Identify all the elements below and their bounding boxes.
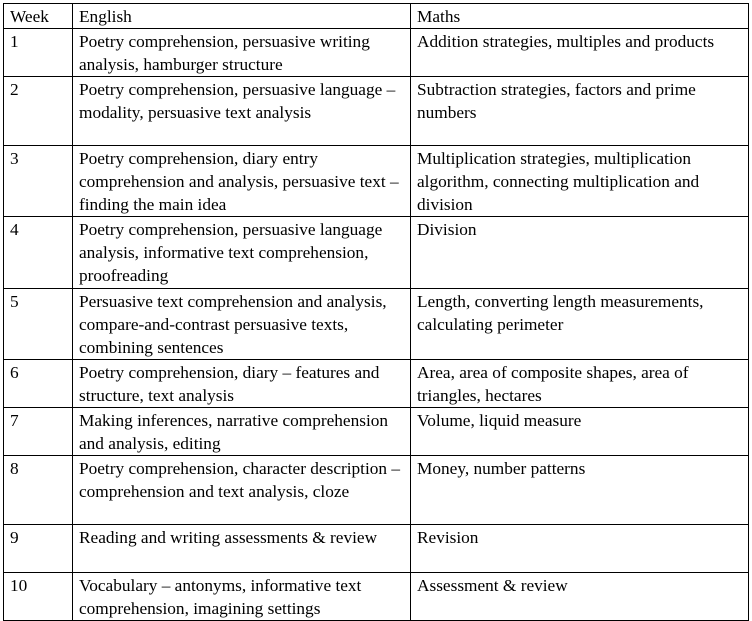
cell-english: Persuasive text comprehension and analys…: [72, 288, 411, 360]
cell-english: Poetry comprehension, diary – features a…: [72, 359, 411, 408]
cell-maths: Volume, liquid measure: [410, 407, 749, 456]
table-row: 6 Poetry comprehension, diary – features …: [3, 359, 749, 408]
table-row: 3 Poetry comprehension, diary entry compr…: [3, 145, 749, 217]
header-row: Week English Maths: [3, 3, 749, 29]
cell-maths: Assessment & review: [410, 572, 749, 621]
table-row: 8 Poetry comprehension, character descrip…: [3, 455, 749, 525]
cell-week: 3: [3, 145, 73, 217]
cell-week: 9: [3, 524, 73, 573]
cell-english: Making inferences, narrative comprehensi…: [72, 407, 411, 456]
cell-english: Poetry comprehension, character descript…: [72, 455, 411, 525]
cell-english: Poetry comprehension, persuasive languag…: [72, 216, 411, 289]
cell-maths: Money, number patterns: [410, 455, 749, 525]
cell-maths: Length, converting length measurements, …: [410, 288, 749, 360]
table-row: 9 Reading and writing assessments & revie…: [3, 524, 749, 573]
table-row: 10 Vocabulary – antonyms, informative tex…: [3, 572, 749, 621]
table-row: 4 Poetry comprehension, persuasive langua…: [3, 216, 749, 289]
cell-maths: Area, area of composite shapes, area of …: [410, 359, 749, 408]
cell-week: 1: [3, 28, 73, 77]
table-row: 5 Persuasive text comprehension and analy…: [3, 288, 749, 360]
cell-maths: Division: [410, 216, 749, 289]
cell-maths: Addition strategies, multiples and produ…: [410, 28, 749, 77]
cell-week: 4: [3, 216, 73, 289]
cell-week: 10: [3, 572, 73, 621]
cell-week: 6: [3, 359, 73, 408]
cell-week: 5: [3, 288, 73, 360]
cell-week: 2: [3, 76, 73, 146]
header-week: Week: [3, 3, 73, 29]
cell-maths: Revision: [410, 524, 749, 573]
cell-week: 7: [3, 407, 73, 456]
cell-english: Poetry comprehension, diary entry compre…: [72, 145, 411, 217]
cell-english: Reading and writing assessments & review: [72, 524, 411, 573]
table-row: 1 Poetry comprehension, persuasive writin…: [3, 28, 749, 77]
cell-maths: Multiplication strategies, multiplicatio…: [410, 145, 749, 217]
cell-english: Poetry comprehension, persuasive languag…: [72, 76, 411, 146]
cell-english: Poetry comprehension, persuasive writing…: [72, 28, 411, 77]
table-row: 7 Making inferences, narrative comprehens…: [3, 407, 749, 456]
header-maths: Maths: [410, 3, 749, 29]
cell-maths: Subtraction strategies, factors and prim…: [410, 76, 749, 146]
schedule-table: Week English Maths 1 Poetry comprehension…: [3, 3, 749, 621]
table-row: 2 Poetry comprehension, persuasive langua…: [3, 76, 749, 146]
cell-week: 8: [3, 455, 73, 525]
cell-english: Vocabulary – antonyms, informative text …: [72, 572, 411, 621]
header-english: English: [72, 3, 411, 29]
